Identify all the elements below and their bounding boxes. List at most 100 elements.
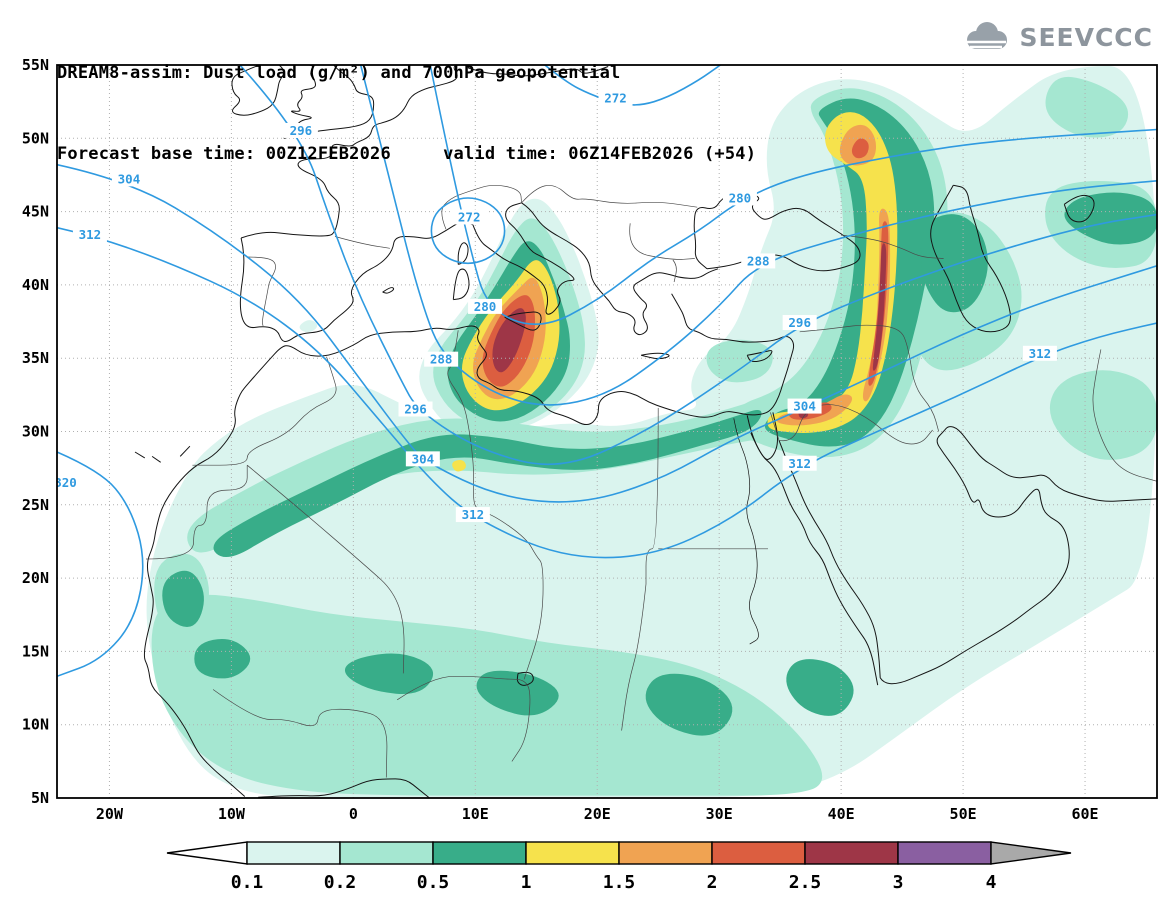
- dust-region-south-spain-patch: [299, 320, 318, 333]
- lat-tick-label: 45N: [22, 203, 49, 221]
- contour-label-chip: [283, 122, 318, 138]
- geopotential-contour-296: [239, 65, 1157, 466]
- coastline: [750, 412, 778, 460]
- dust-region-eastern-stem-darkred: [872, 243, 887, 371]
- coastline: [516, 671, 534, 686]
- geopotential-contour-272: [430, 197, 506, 265]
- dust-region-eastern-plume-yellow: [767, 112, 898, 433]
- coastline: [457, 242, 469, 265]
- contour-label: 312: [79, 227, 102, 242]
- lon-tick-label: 50E: [950, 805, 977, 823]
- colorbar-over-arrow: [990, 841, 1072, 865]
- contour-label-chip: [741, 253, 776, 269]
- contour-label-chip: [405, 451, 440, 467]
- coastline: [283, 65, 375, 139]
- lat-tick-label: 25N: [22, 496, 49, 514]
- country-border: [778, 404, 933, 445]
- contour-label-layer: 272 272 280 280 288 288 296 296 296 304 304 304 312 3…: [54, 90, 1057, 523]
- country-border: [192, 356, 337, 466]
- colorbar-label: 0.1: [231, 872, 264, 893]
- contour-label-chip: [57, 474, 83, 490]
- contour-label-chip: [782, 455, 817, 471]
- country-border: [145, 465, 248, 560]
- coastline: [179, 445, 191, 457]
- colorbar-box: [246, 841, 341, 865]
- country-border: [841, 234, 944, 259]
- coastline: [879, 426, 1157, 685]
- contour-label: 304: [793, 399, 816, 414]
- country-border: [447, 330, 544, 680]
- geopotential-contour-320: [57, 451, 144, 678]
- colorbar-label: 0.2: [324, 872, 357, 893]
- coastline: [134, 451, 146, 459]
- contour-label-chip: [722, 190, 757, 206]
- dust-region-caspian-core: [920, 214, 988, 313]
- contour-label: 272: [604, 91, 627, 106]
- coastline: [239, 221, 474, 342]
- dust-region-se-iran: [1049, 370, 1157, 460]
- colorbar-label: 3: [893, 872, 904, 893]
- lat-tick-label: 35N: [22, 349, 49, 367]
- coastline: [1063, 194, 1095, 223]
- contour-label: 312: [462, 507, 485, 522]
- contour-label: 272: [458, 209, 481, 224]
- country-border: [334, 236, 390, 249]
- contour-label: 320: [54, 475, 77, 490]
- logo-text: SEEVCCC: [1019, 22, 1153, 52]
- dust-region-sahel-core-c: [476, 670, 559, 716]
- contour-label-chip: [452, 209, 487, 225]
- colorbar-box: [432, 841, 527, 865]
- colorbar-box: [804, 841, 899, 865]
- dust-region-sahara-core-band: [213, 410, 762, 558]
- lat-tick-label: 30N: [22, 423, 49, 441]
- coastline: [504, 311, 542, 331]
- colorbar-label: 0.5: [417, 872, 450, 893]
- lon-tick-label: 20W: [96, 805, 124, 823]
- country-border: [397, 675, 531, 762]
- contour-label-chip: [598, 90, 633, 106]
- contour-label-chip: [72, 227, 107, 243]
- contour-label-chip: [782, 315, 817, 331]
- coastline: [231, 65, 285, 116]
- colorbar-label: 1: [521, 872, 532, 893]
- geopotential-contour-312: [57, 226, 1157, 559]
- colorbar-under-arrow: [166, 841, 248, 865]
- dust-region-eastern-top-red: [851, 138, 869, 159]
- colorbar-box: [618, 841, 713, 865]
- country-border: [770, 412, 780, 441]
- lon-tick-label: 10W: [218, 805, 246, 823]
- geopotential-contour-280: [429, 65, 1157, 325]
- contour-label: 280: [474, 299, 497, 314]
- chart-subtitle: Forecast base time: 00Z12FEB2026 valid t…: [57, 144, 757, 164]
- lat-tick-label: 40N: [22, 276, 49, 294]
- dust-region-sahara-yellow-fleck: [452, 460, 466, 472]
- contour-label: 288: [430, 352, 453, 367]
- dust-region-east-edge-core: [1064, 192, 1157, 245]
- cloud-icon: [966, 22, 1008, 49]
- country-border: [521, 185, 698, 208]
- colorbar-label: 1.5: [603, 872, 636, 893]
- geopotential-contour-304: [57, 163, 1157, 503]
- coastline: [283, 65, 316, 139]
- coastline: [467, 66, 609, 77]
- contour-label: 296: [788, 315, 811, 330]
- country-border: [629, 223, 695, 260]
- contour-label-chip: [468, 298, 503, 314]
- coastline: [693, 192, 861, 272]
- colorbar-label: 2: [707, 872, 718, 893]
- lat-tick-label: 5N: [31, 789, 49, 807]
- dust-region-sudan-core: [645, 673, 733, 736]
- coastline: [258, 778, 431, 798]
- lon-tick-label: 60E: [1072, 805, 1099, 823]
- coastline: [143, 293, 795, 797]
- country-border: [1092, 349, 1157, 482]
- lon-tick-label: 0: [349, 805, 358, 823]
- lon-tick-label: 30E: [706, 805, 733, 823]
- seevccc-logo: SEEVCCC: [960, 20, 1153, 54]
- lon-tick-label: 40E: [828, 805, 855, 823]
- lat-tick-label: 55N: [22, 56, 49, 74]
- dust-region-redsea-south-core: [786, 659, 854, 716]
- colorbar-label: 2.5: [789, 872, 822, 893]
